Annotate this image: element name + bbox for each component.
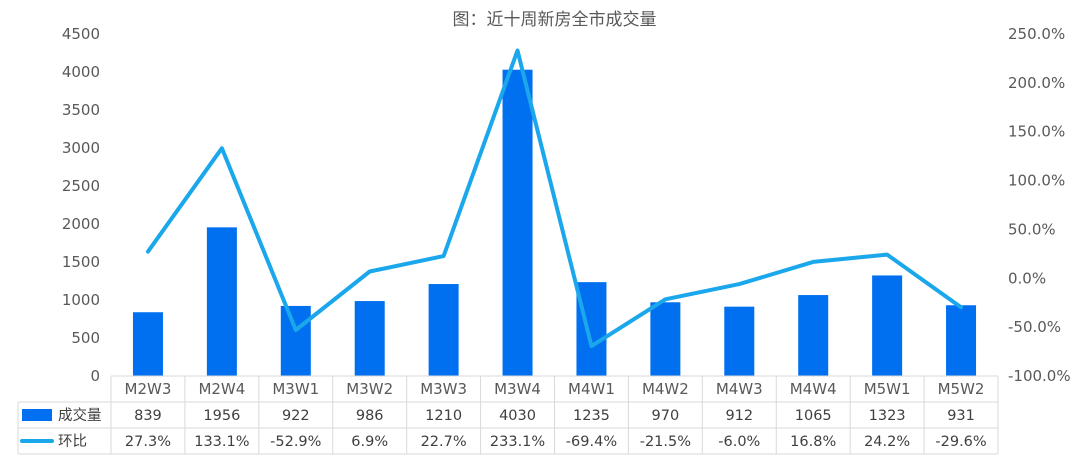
table-value: -6.0%	[718, 434, 760, 450]
table-value: 1235	[573, 408, 610, 424]
table-value: 4030	[499, 408, 536, 424]
table-value: 1956	[203, 408, 240, 424]
category-label: M4W4	[790, 380, 837, 398]
right-axis-tick-label: -50.0%	[1008, 318, 1061, 336]
category-label: M4W2	[642, 380, 689, 398]
bar	[428, 284, 459, 376]
right-axis-tick-label: -100.0%	[1008, 367, 1071, 385]
table-value: 27.3%	[125, 434, 171, 450]
bar	[650, 302, 681, 376]
left-axis-tick-label: 1500	[62, 253, 100, 271]
category-label: M5W1	[864, 380, 911, 398]
category-label: M2W3	[125, 380, 172, 398]
right-y-axis: -100.0% -50.0% 0.0% 50.0% 100.0% 150.0% 200.0%…	[1008, 25, 1071, 385]
legend-label: 环比	[58, 433, 87, 450]
right-axis-tick-label: 150.0%	[1008, 123, 1065, 141]
table-value: 233.1%	[490, 434, 545, 450]
left-axis-tick-label: 500	[71, 329, 100, 347]
category-label: M5W2	[938, 380, 985, 398]
table-value: -69.4%	[566, 434, 617, 450]
table-value: 22.7%	[421, 434, 467, 450]
left-axis-tick-label: 4500	[62, 25, 100, 43]
legend-key-bar	[22, 409, 52, 421]
right-axis-tick-label: 250.0%	[1008, 25, 1065, 43]
category-label: M3W3	[420, 380, 467, 398]
table-value: 133.1%	[194, 434, 249, 450]
right-axis-tick-label: 100.0%	[1008, 172, 1065, 190]
bar	[798, 295, 829, 376]
right-axis-tick-label: 50.0%	[1008, 220, 1056, 238]
bar	[280, 305, 311, 376]
data-table: M2W3 M2W4 M3W1 M3W2 M3W3 M3W4 M4W1 M4W2 M4W3 M4W4…	[17, 375, 999, 455]
category-label: M3W4	[494, 380, 541, 398]
table-value: 922	[282, 408, 310, 424]
bar-series	[132, 69, 977, 376]
table-value: 1323	[869, 408, 906, 424]
bar	[502, 69, 533, 376]
chart-title: 图：近十周新房全市成交量	[453, 10, 657, 30]
table-value: 986	[356, 408, 384, 424]
bar	[872, 275, 903, 376]
left-axis-tick-label: 2000	[62, 215, 100, 233]
table-value: 6.9%	[351, 434, 388, 450]
bar	[206, 227, 237, 376]
category-label: M4W1	[568, 380, 615, 398]
table-value: -21.5%	[640, 434, 691, 450]
category-label: M3W2	[346, 380, 393, 398]
line-series	[146, 48, 963, 349]
left-axis-tick-label: 1000	[62, 291, 100, 309]
left-axis-tick-label: 2500	[62, 177, 100, 195]
series-line	[146, 48, 963, 349]
table-value: 970	[652, 408, 680, 424]
legend-label: 成交量	[58, 406, 102, 424]
left-axis-tick-label: 3500	[62, 101, 100, 119]
table-value: 912	[725, 408, 753, 424]
category-label: M4W3	[716, 380, 763, 398]
category-label: M2W4	[198, 380, 245, 398]
table-value: 1210	[425, 408, 462, 424]
right-axis-tick-label: 200.0%	[1008, 74, 1065, 92]
table-value: 931	[947, 408, 975, 424]
table-value: -52.9%	[270, 434, 321, 450]
bar	[354, 301, 385, 376]
left-axis-tick-label: 4000	[62, 63, 100, 81]
left-axis-tick-label: 0	[90, 367, 100, 385]
left-y-axis: 0 500 1000 1500 2000 2500 3000 3500 4000 4500	[62, 25, 100, 385]
bar	[946, 305, 977, 376]
table-value: 1065	[795, 408, 832, 424]
table-value: 24.2%	[864, 434, 910, 450]
right-axis-tick-label: 0.0%	[1008, 269, 1046, 287]
bar	[724, 306, 755, 376]
table-value: 16.8%	[790, 434, 836, 450]
bar	[132, 312, 163, 376]
category-label: M3W1	[272, 380, 319, 398]
table-value: 839	[134, 408, 162, 424]
table-value: -29.6%	[935, 434, 986, 450]
left-axis-tick-label: 3000	[62, 139, 100, 157]
